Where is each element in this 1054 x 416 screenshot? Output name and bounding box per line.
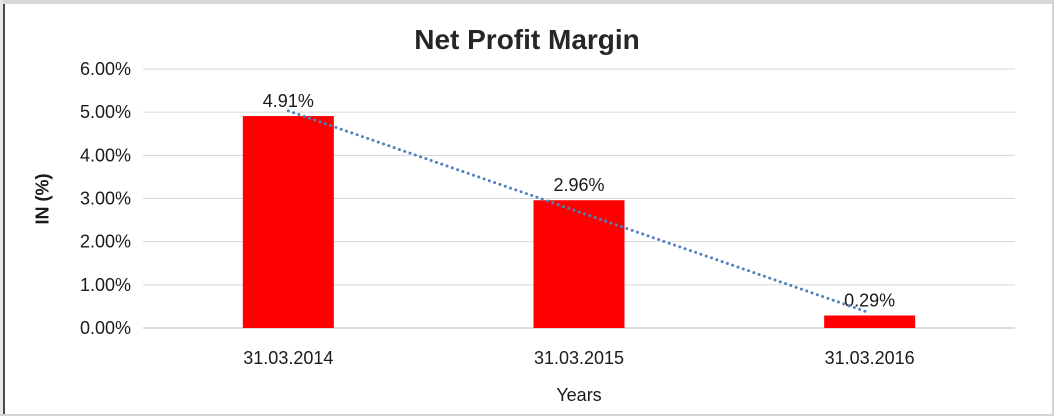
y-tick-label: 1.00% [80, 275, 131, 295]
category-label: 31.03.2016 [825, 348, 915, 368]
data-label: 0.29% [844, 290, 895, 310]
frame-border-right [1052, 0, 1054, 416]
data-label: 4.91% [263, 91, 314, 111]
frame-border-top [0, 0, 1054, 4]
data-label: 2.96% [553, 175, 604, 195]
frame-border-left [0, 0, 3, 416]
bar[interactable] [242, 116, 334, 328]
bar[interactable] [824, 315, 916, 328]
trendline[interactable] [286, 109, 872, 315]
bar[interactable] [533, 200, 625, 328]
y-tick-label: 6.00% [80, 59, 131, 79]
y-tick-label: 2.00% [80, 232, 131, 252]
y-tick-label: 5.00% [80, 102, 131, 122]
y-tick-label: 3.00% [80, 189, 131, 209]
x-axis-title: Years [556, 385, 602, 405]
frame-border-left-dark [3, 4, 5, 416]
y-tick-label: 4.00% [80, 145, 131, 165]
category-label: 31.03.2015 [534, 348, 624, 368]
category-label: 31.03.2014 [243, 348, 333, 368]
y-tick-label: 0.00% [80, 318, 131, 338]
frame-border-bottom [0, 414, 1054, 416]
chart-title: Net Profit Margin [414, 24, 640, 55]
